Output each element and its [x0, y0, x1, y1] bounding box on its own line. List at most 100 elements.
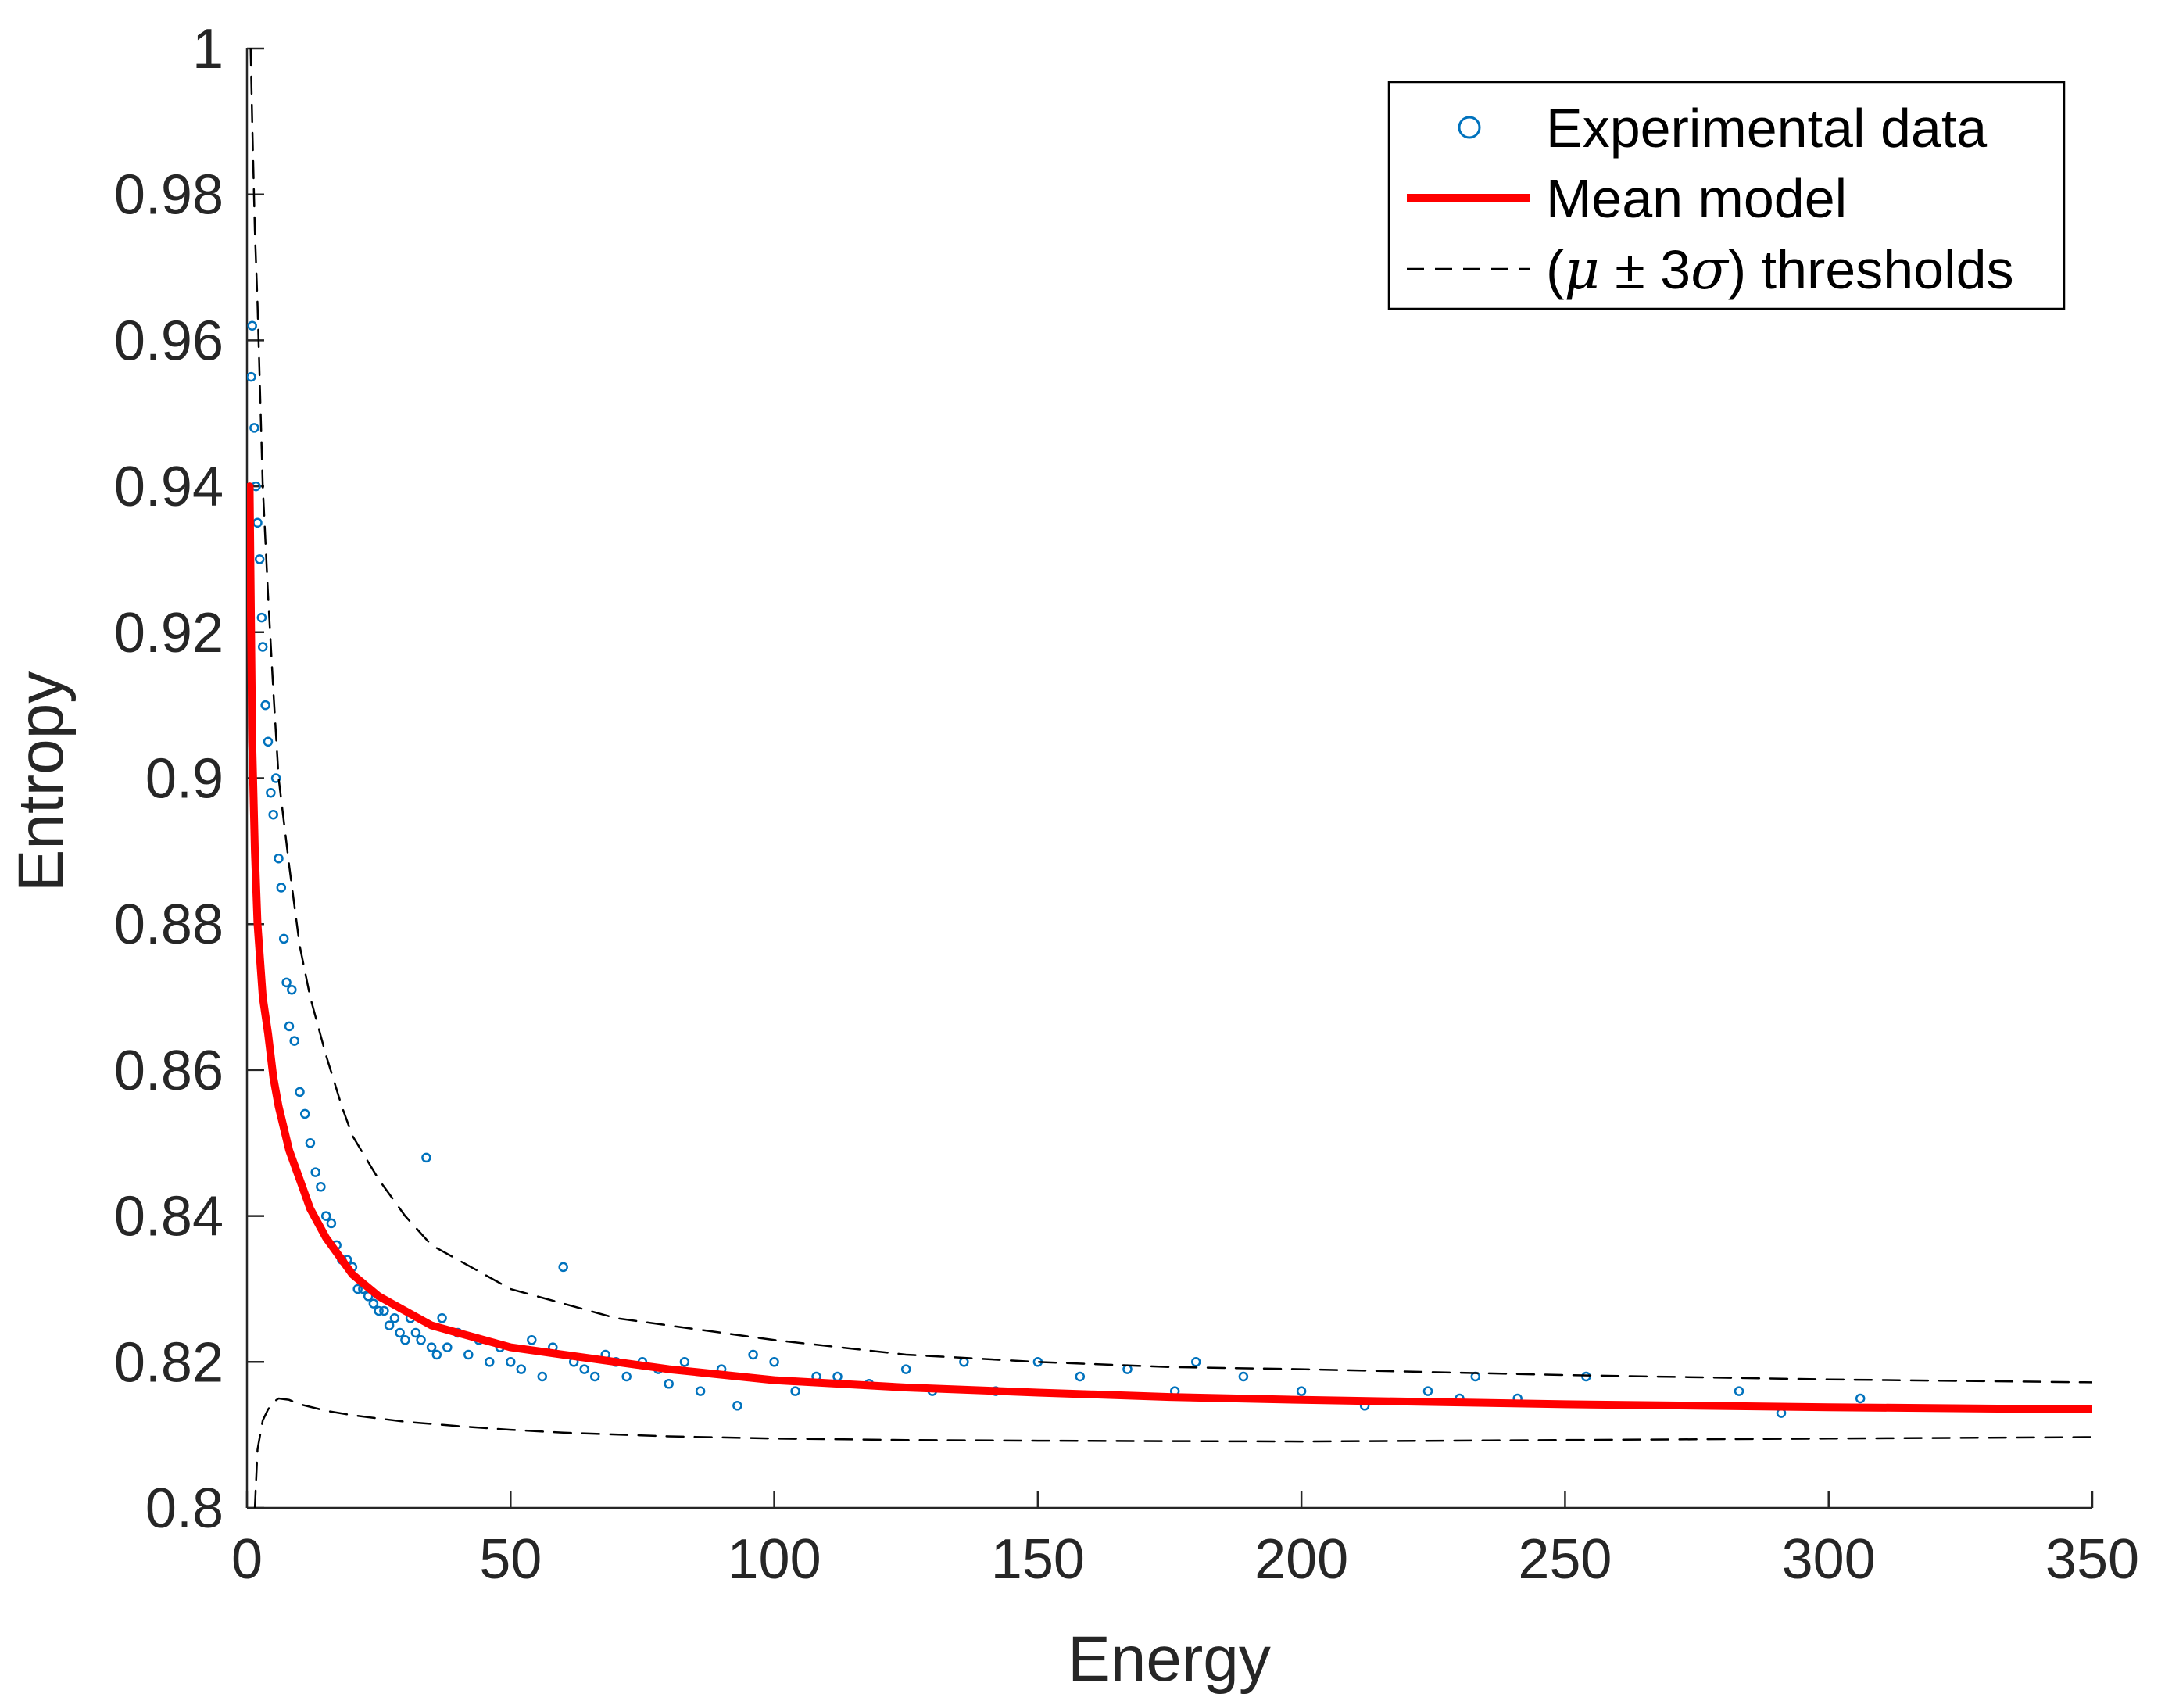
y-tick-label: 0.84 — [114, 1186, 224, 1248]
data-point — [299, 1108, 310, 1119]
data-point — [790, 1386, 800, 1396]
data-point — [287, 984, 297, 995]
data-point — [316, 1182, 326, 1192]
data-point — [506, 1357, 516, 1367]
data-point — [278, 933, 289, 944]
y-tick-label: 0.9 — [145, 748, 224, 811]
data-point — [268, 809, 278, 820]
x-tick-label: 50 — [479, 1528, 542, 1591]
data-point — [249, 423, 259, 433]
data-point — [416, 1335, 426, 1345]
y-tick-label: 0.86 — [114, 1040, 224, 1102]
data-point — [270, 773, 281, 783]
data-point — [527, 1335, 537, 1345]
y-axis-label: Entropy — [5, 671, 77, 893]
data-point — [260, 700, 270, 711]
legend-mu: μ — [1564, 238, 1600, 302]
data-point — [437, 1313, 447, 1323]
data-point — [384, 1320, 395, 1330]
data-point — [516, 1364, 527, 1374]
line-series — [247, 48, 2092, 1508]
data-point — [1581, 1371, 1591, 1382]
x-tick-label: 250 — [1518, 1528, 1612, 1591]
data-point — [769, 1357, 779, 1367]
data-point — [320, 1211, 331, 1221]
mean-model-line — [247, 482, 2092, 1413]
data-point — [485, 1357, 495, 1367]
x-tick-label: 350 — [2045, 1528, 2139, 1591]
data-point — [289, 1036, 299, 1046]
legend-label-thresholds: (μ ± 3σ) thresholds — [1546, 238, 2014, 302]
data-point — [832, 1371, 843, 1382]
data-point — [537, 1371, 548, 1382]
y-tick-label: 0.88 — [114, 893, 224, 956]
data-point — [389, 1313, 400, 1323]
data-point — [326, 1218, 337, 1229]
data-point — [748, 1349, 758, 1360]
y-tick-label: 0.82 — [114, 1331, 224, 1394]
data-point — [900, 1364, 911, 1374]
data-point — [284, 1021, 295, 1032]
data-point — [295, 1087, 305, 1097]
data-point — [266, 787, 276, 798]
legend: Experimental data Mean model (μ ± 3σ) th… — [1387, 81, 2066, 310]
data-point — [281, 977, 292, 988]
legend-label-mean-model: Mean model — [1546, 168, 1847, 229]
data-point — [305, 1138, 316, 1148]
x-ticks: 0 50 100 150 200 250 300 350 — [231, 1491, 2139, 1591]
data-point — [352, 1284, 363, 1294]
y-tick-label: 1 — [192, 18, 224, 81]
data-point — [400, 1335, 410, 1345]
y-tick-label: 0.8 — [145, 1477, 224, 1540]
data-point — [247, 371, 256, 382]
y-tick-label: 0.92 — [114, 602, 224, 664]
data-point — [426, 1342, 437, 1352]
data-point — [1296, 1386, 1307, 1396]
x-tick-label: 200 — [1254, 1528, 1348, 1591]
x-tick-label: 100 — [728, 1528, 821, 1591]
data-point — [1734, 1386, 1744, 1396]
data-point — [695, 1386, 706, 1396]
data-point — [276, 883, 287, 893]
legend-circle-marker — [1458, 116, 1481, 139]
data-point — [257, 642, 268, 652]
data-point — [374, 1305, 384, 1316]
x-axis-label: Energy — [1068, 1624, 1271, 1695]
data-point — [732, 1401, 742, 1411]
data-point — [1422, 1386, 1433, 1396]
x-tick-label: 150 — [991, 1528, 1085, 1591]
legend-label-experimental: Experimental data — [1546, 98, 1987, 159]
data-point — [621, 1371, 632, 1382]
data-point — [252, 517, 263, 528]
data-point — [263, 736, 274, 747]
legend-sigma: σ — [1691, 238, 1730, 302]
scatter-series — [247, 320, 1866, 1418]
y-ticks: 0.8 0.82 0.84 0.86 0.88 0.9 0.92 0.94 0.96 0.98 1 — [114, 18, 264, 1540]
y-tick-label: 0.96 — [114, 310, 224, 372]
data-point — [579, 1364, 589, 1374]
data-point — [410, 1327, 421, 1338]
data-point — [664, 1379, 674, 1389]
legend-pm3: ± 3 — [1600, 239, 1691, 300]
x-tick-label: 300 — [1782, 1528, 1876, 1591]
data-point — [379, 1305, 389, 1316]
legend-paren-open: ( — [1546, 239, 1564, 300]
data-point — [247, 320, 257, 331]
data-point — [368, 1298, 379, 1309]
threshold-line-lower — [253, 1397, 2092, 1508]
threshold-line-upper — [249, 48, 2092, 1384]
data-point — [395, 1327, 405, 1338]
data-point — [1855, 1393, 1866, 1404]
data-point — [310, 1167, 320, 1177]
y-tick-label: 0.98 — [114, 164, 224, 227]
data-point — [442, 1342, 453, 1352]
data-point — [1190, 1357, 1201, 1367]
data-point — [274, 853, 284, 864]
data-point — [1075, 1371, 1086, 1382]
data-point — [1238, 1371, 1249, 1382]
data-point — [589, 1371, 600, 1382]
data-point — [254, 554, 265, 564]
data-point — [959, 1357, 969, 1367]
y-tick-label: 0.94 — [114, 456, 224, 518]
